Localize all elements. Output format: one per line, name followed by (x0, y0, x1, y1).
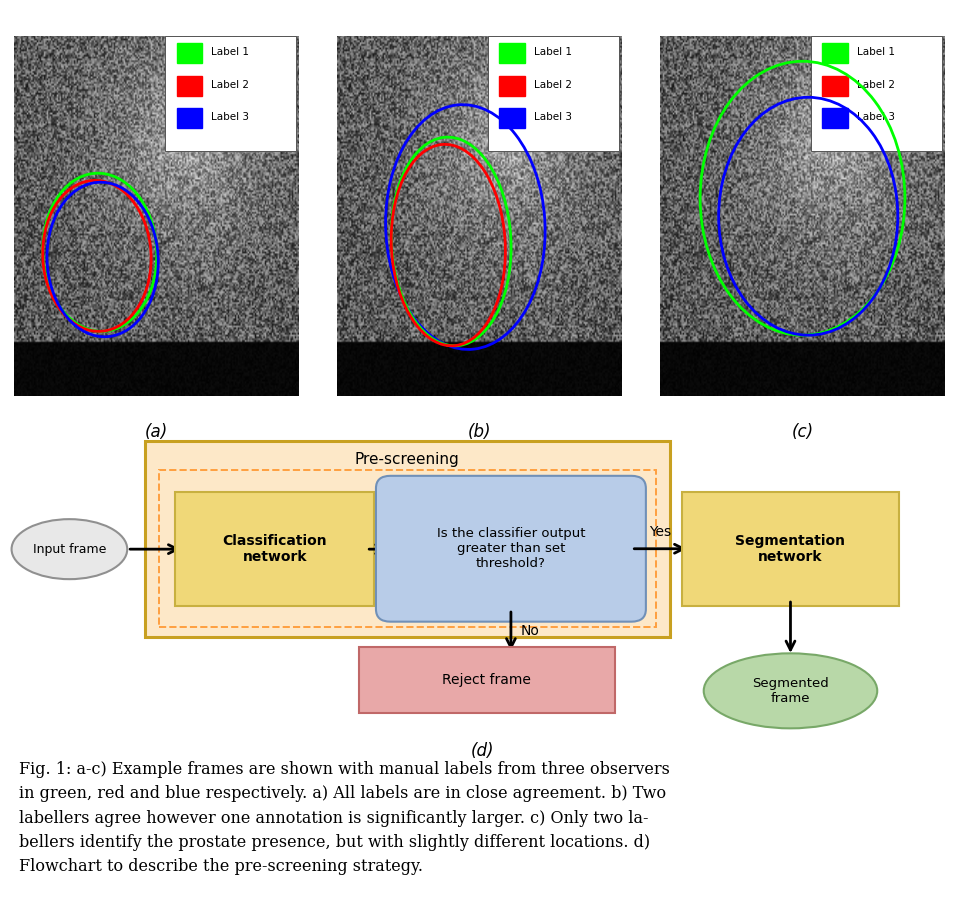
Text: Label 3: Label 3 (534, 112, 572, 123)
Text: (d): (d) (470, 742, 494, 760)
Text: Label 2: Label 2 (211, 79, 249, 90)
Text: Label 2: Label 2 (534, 79, 572, 90)
FancyBboxPatch shape (176, 43, 202, 63)
Text: Segmentation
network: Segmentation network (736, 534, 845, 564)
Text: (b): (b) (468, 423, 492, 441)
Text: Reject frame: Reject frame (442, 672, 531, 687)
Text: Label 2: Label 2 (857, 79, 895, 90)
FancyBboxPatch shape (176, 76, 202, 96)
FancyBboxPatch shape (811, 36, 942, 151)
Text: Label 1: Label 1 (534, 47, 572, 58)
FancyBboxPatch shape (682, 493, 899, 605)
Text: No: No (521, 624, 540, 638)
FancyBboxPatch shape (822, 76, 848, 96)
Text: (c): (c) (791, 423, 814, 441)
FancyBboxPatch shape (376, 476, 646, 622)
Text: Yes: Yes (650, 524, 671, 539)
Text: Is the classifier output
greater than set
threshold?: Is the classifier output greater than se… (437, 527, 585, 570)
Text: Classification
network: Classification network (223, 534, 327, 564)
FancyBboxPatch shape (176, 108, 202, 128)
FancyBboxPatch shape (499, 43, 525, 63)
Text: Segmented
frame: Segmented frame (752, 677, 829, 705)
Ellipse shape (704, 653, 877, 728)
Text: Pre-screening: Pre-screening (355, 452, 460, 468)
Ellipse shape (12, 519, 127, 579)
FancyBboxPatch shape (359, 647, 615, 713)
FancyBboxPatch shape (175, 493, 374, 605)
Text: Label 1: Label 1 (211, 47, 249, 58)
FancyBboxPatch shape (499, 76, 525, 96)
FancyBboxPatch shape (145, 441, 670, 637)
FancyBboxPatch shape (499, 108, 525, 128)
Text: Label 3: Label 3 (211, 112, 249, 123)
Text: Label 1: Label 1 (857, 47, 895, 58)
Text: Fig. 1: a-c) Example frames are shown with manual labels from three observers
in: Fig. 1: a-c) Example frames are shown wi… (19, 761, 670, 875)
Text: Input frame: Input frame (33, 542, 106, 556)
Text: (a): (a) (145, 423, 169, 441)
Text: Label 3: Label 3 (857, 112, 895, 123)
FancyBboxPatch shape (822, 43, 848, 63)
FancyBboxPatch shape (165, 36, 296, 151)
FancyBboxPatch shape (488, 36, 619, 151)
FancyBboxPatch shape (822, 108, 848, 128)
